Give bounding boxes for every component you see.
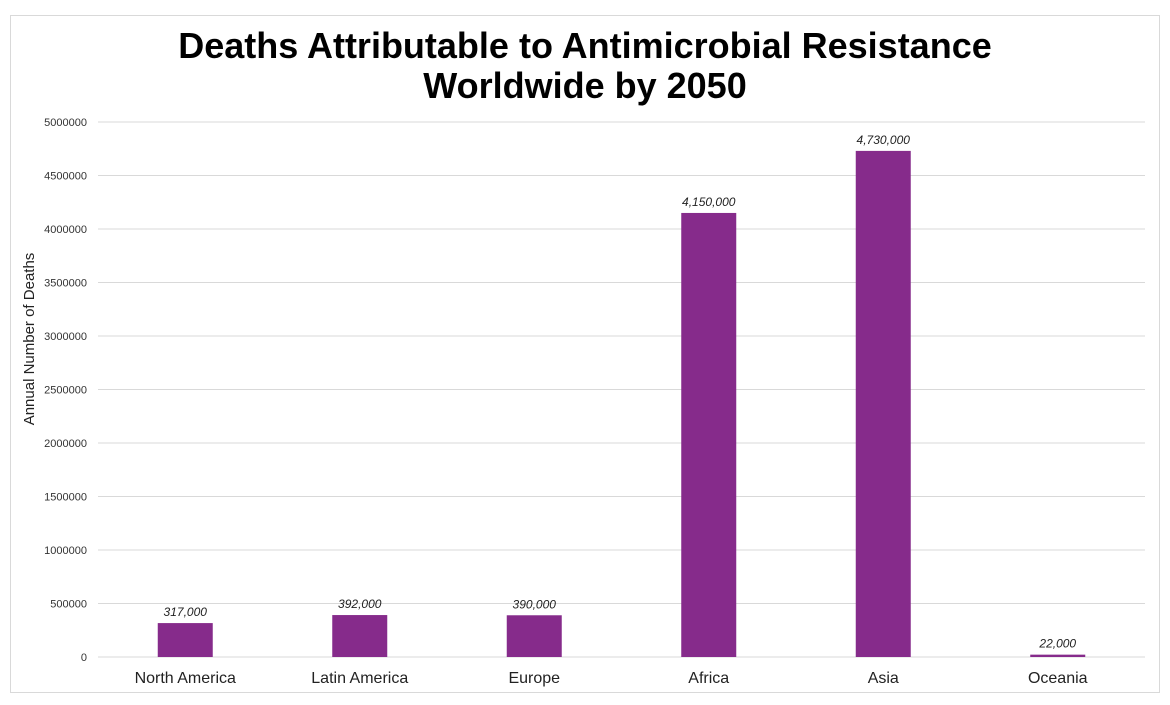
bar — [506, 615, 562, 657]
y-tick-label: 0 — [81, 652, 87, 664]
y-tick-label: 500000 — [50, 599, 87, 611]
x-category-label: North America — [135, 670, 236, 687]
y-tick-label: 5000000 — [44, 117, 87, 129]
bar — [681, 212, 737, 657]
data-labels: 317,000 392,000 390,000 4,150,000 4,730,000 2… — [164, 133, 1077, 651]
y-tick-label: 1000000 — [44, 545, 87, 557]
y-tick-label: 1500000 — [44, 492, 87, 504]
bar — [1030, 654, 1086, 657]
chart-title-line-2: Worldwide by 2050 — [423, 65, 747, 106]
chart-title: Deaths Attributable to Antimicrobial Res… — [0, 26, 1170, 106]
data-label: 317,000 — [164, 605, 208, 619]
y-tick-label: 2500000 — [44, 385, 87, 397]
x-category-label: Oceania — [1028, 670, 1088, 687]
chart-frame — [10, 15, 1160, 693]
bar — [332, 615, 388, 657]
x-category-label: Latin America — [311, 670, 408, 687]
y-axis-ticks: 0 500000 1000000 1500000 2000000 2500000 30000… — [44, 117, 87, 664]
bar — [157, 623, 213, 657]
gridlines — [98, 121, 1145, 658]
x-category-label: Europe — [508, 670, 560, 687]
y-tick-label: 4500000 — [44, 171, 87, 183]
chart-title-line-1: Deaths Attributable to Antimicrobial Res… — [178, 25, 992, 66]
y-tick-label: 4000000 — [44, 224, 87, 236]
y-axis-label: Annual Number of Deaths — [21, 253, 38, 426]
y-tick-label: 2000000 — [44, 438, 87, 450]
data-label: 392,000 — [338, 597, 382, 611]
bars — [157, 150, 1086, 657]
x-category-label: Asia — [868, 670, 899, 687]
data-label: 4,150,000 — [682, 195, 736, 209]
data-label: 390,000 — [513, 597, 557, 611]
x-axis-categories: North America Latin America Europe Africa As… — [135, 670, 1088, 687]
bar — [855, 150, 911, 657]
data-label: 22,000 — [1038, 637, 1076, 651]
data-label: 4,730,000 — [857, 133, 911, 147]
y-tick-label: 3000000 — [44, 331, 87, 343]
y-tick-label: 3500000 — [44, 278, 87, 290]
x-category-label: Africa — [688, 670, 729, 687]
